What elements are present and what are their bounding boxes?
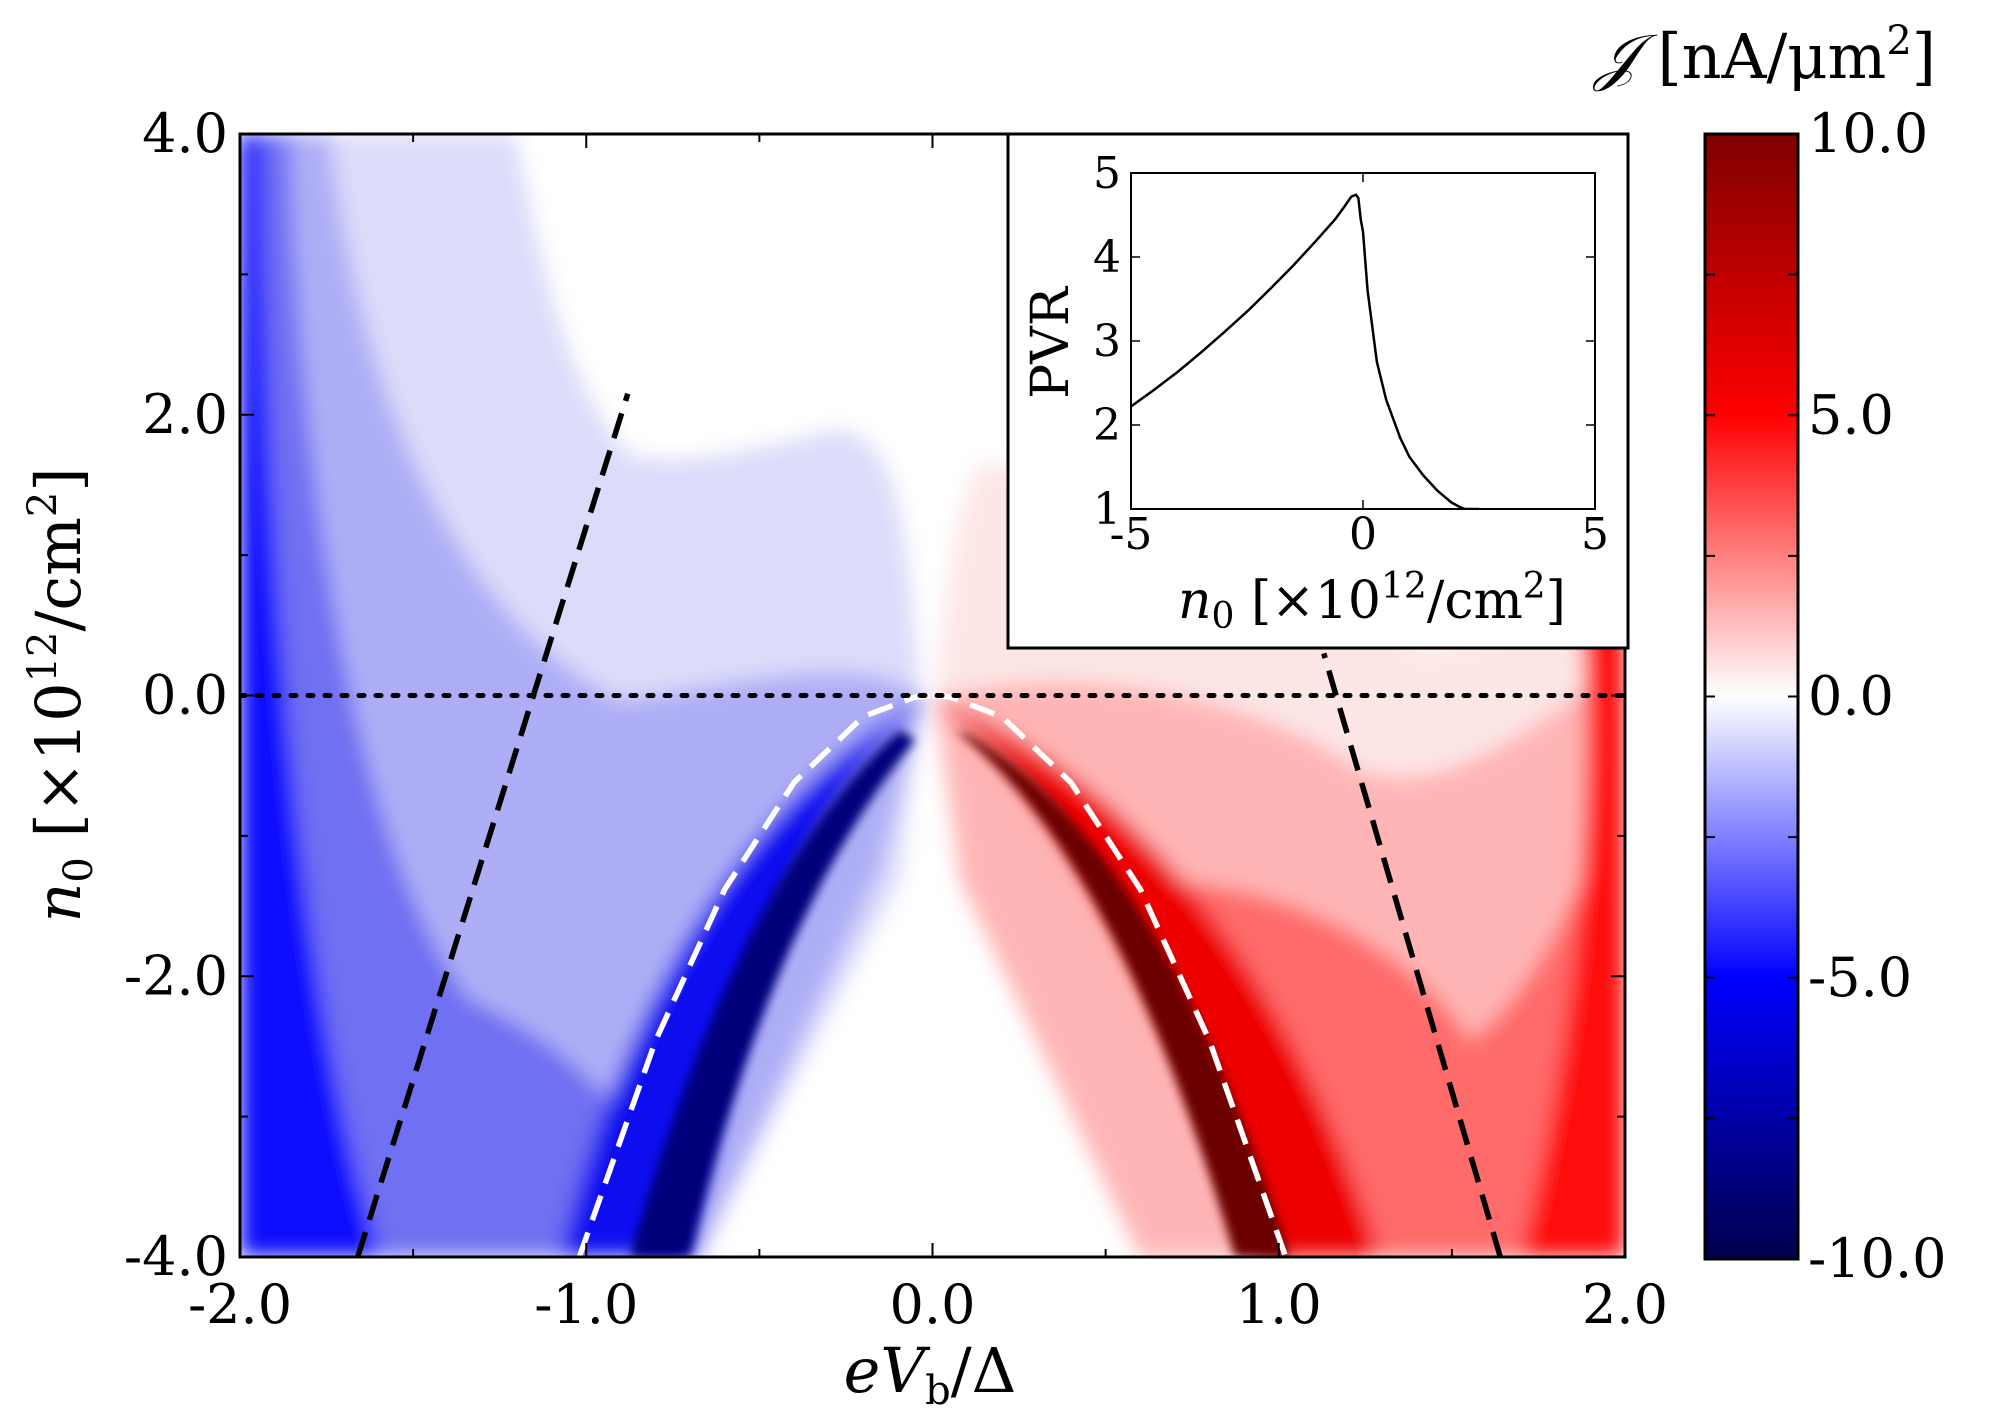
inset-y-tick-label: 4 xyxy=(1093,232,1121,283)
inset-frame xyxy=(1130,172,1596,510)
inset-y-label: PVR xyxy=(1021,285,1081,399)
field-blue-core xyxy=(630,730,915,1257)
x-tick-label: -2.0 xyxy=(188,1273,292,1336)
y-tick-label: -4.0 xyxy=(124,1225,228,1288)
inset-y-tick-label: 2 xyxy=(1093,400,1121,451)
inset-plot: -5 0 5 1 2 3 4 5 PVR n0 [×1012/cm2] xyxy=(1006,132,1630,650)
inset-y-tick-label: 5 xyxy=(1093,148,1121,199)
inset-x-tick-label: -5 xyxy=(1110,509,1153,560)
overlay-lines xyxy=(240,392,1625,1257)
black-dashed-right-line xyxy=(1321,652,1503,1257)
field-red-core xyxy=(955,730,1290,1257)
inset-x-tick-label: 0 xyxy=(1349,509,1377,560)
x-tick-label: -1.0 xyxy=(534,1273,638,1336)
y-tick-label: 4.0 xyxy=(142,102,228,165)
colorbar-tick-label: 10.0 xyxy=(1808,102,1928,165)
x-tick-label: 1.0 xyxy=(1236,1273,1322,1336)
pvr-curve xyxy=(1131,193,1479,509)
white-dashed-left-line xyxy=(576,692,933,1257)
inset-y-tick-label: 1 xyxy=(1093,484,1121,535)
colorbar-tick-label: -10.0 xyxy=(1808,1227,1946,1290)
inset-background xyxy=(1006,132,1630,650)
y-tick-label: 2.0 xyxy=(142,383,228,446)
colorbar-label: 𝒥 [nA/μm2] xyxy=(1592,18,1936,93)
inset-x-tick-label: 5 xyxy=(1581,509,1609,560)
x-tick-label: 0.0 xyxy=(890,1273,976,1336)
colorbar-ticks: 10.0 5.0 0.0 -5.0 -10.0 xyxy=(1705,102,1946,1290)
colorbar-tick-label: 5.0 xyxy=(1808,383,1894,446)
inset-x-label: n0 [×1012/cm2] xyxy=(1178,566,1566,637)
colorbar-tick-label: -5.0 xyxy=(1808,946,1912,1009)
y-tick-label: 0.0 xyxy=(142,664,228,727)
plot-frame xyxy=(238,132,1627,1259)
colorbar-tick-label: 0.0 xyxy=(1808,665,1894,728)
colorbar: 10.0 5.0 0.0 -5.0 -10.0 𝒥 [nA/μm2] xyxy=(1592,18,1947,1290)
x-tick-label: 2.0 xyxy=(1582,1273,1668,1336)
black-dashed-left-line xyxy=(355,392,631,1257)
white-dashed-right-line xyxy=(932,692,1289,1257)
y-axis-label: n0 [×1012/cm2] xyxy=(20,467,102,922)
field-blue-strong xyxy=(240,134,380,1257)
y-tick-label: -2.0 xyxy=(124,944,228,1007)
field-blue-mid xyxy=(240,134,700,1257)
inset-y-tick-label: 3 xyxy=(1093,316,1121,367)
x-axis-label: eVb/Δ xyxy=(844,1334,1017,1414)
colorbar-gradient xyxy=(1703,132,1800,1261)
main-ticks: -2.0 -1.0 0.0 1.0 2.0-4.0-2.00.02.04.0 xyxy=(124,102,1668,1336)
